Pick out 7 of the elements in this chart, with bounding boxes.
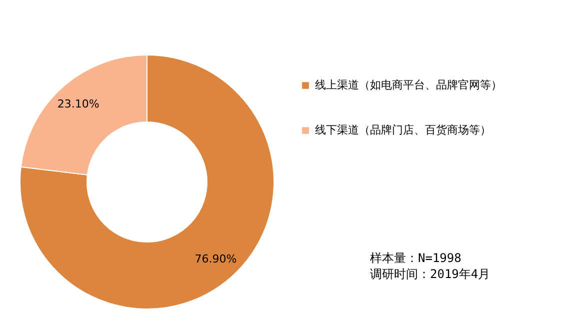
donut-slice	[20, 54, 274, 310]
data-label: 23.10%	[57, 98, 100, 111]
text: 调研时间：2019年4月	[370, 267, 490, 281]
text: 样本量：N=1998	[370, 251, 462, 265]
legend-label: 线上渠道（如电商平台、品牌官网等）	[315, 78, 502, 92]
data-label: 76.90%	[194, 252, 237, 266]
legend-label: 线下渠道（品牌门店、百货商场等）	[315, 124, 491, 136]
